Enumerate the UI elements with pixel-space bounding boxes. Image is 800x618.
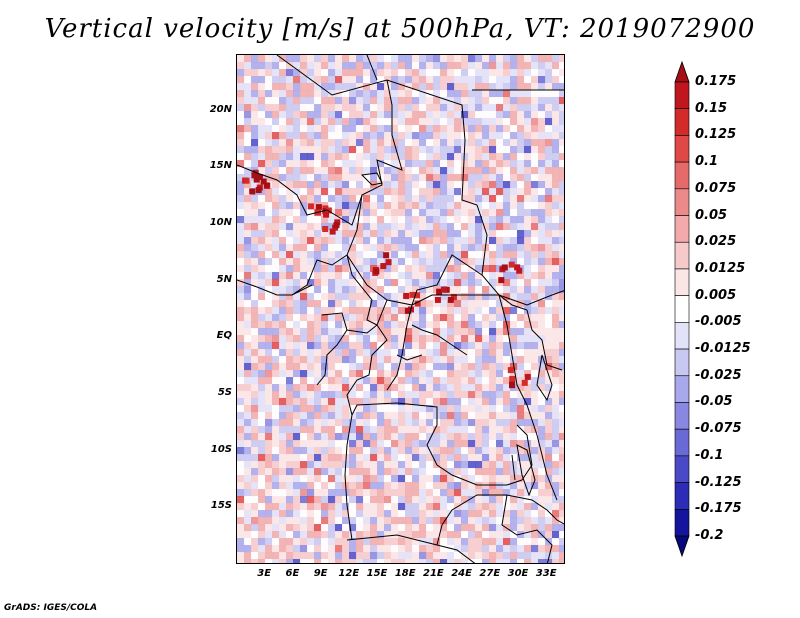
colorbar-level-label: -0.075 <box>695 421 742 437</box>
colorbar-swatch <box>674 402 690 430</box>
vertical-velocity-map <box>236 54 565 564</box>
colorbar-level-label: -0.2 <box>695 528 724 543</box>
longitude-label: 9E <box>313 568 328 579</box>
longitude-label: 3E <box>257 568 272 579</box>
latitude-label: EQ <box>216 330 232 342</box>
colorbar-swatch <box>674 215 690 243</box>
colorbar-swatch <box>674 161 690 190</box>
colorbar-swatch <box>674 482 690 510</box>
river-line <box>396 354 423 361</box>
lake-outline <box>516 444 536 497</box>
colorbar-swatch <box>674 508 690 537</box>
border-line <box>237 279 313 296</box>
colorbar-level-label: -0.175 <box>695 501 742 517</box>
colorbar-level-label: -0.025 <box>695 367 742 383</box>
colorbar-swatch <box>674 81 690 110</box>
colorbar-level-label: -0.05 <box>695 394 733 410</box>
map-title: Vertical velocity [m/s] at 500hPa, VT: 2… <box>44 14 756 44</box>
colorbar-level-label: 0.0125 <box>695 260 746 276</box>
colorbar-swatch <box>674 322 690 350</box>
border-line <box>498 294 558 501</box>
velocity-field <box>237 55 564 563</box>
longitude-label: 33E <box>535 568 557 579</box>
colorbar-swatch <box>674 295 690 323</box>
border-line <box>411 294 528 311</box>
colorbar-level-label: 0.05 <box>695 207 728 223</box>
colorbar-level-label: 0.075 <box>695 180 737 196</box>
map-field <box>237 55 564 563</box>
colorbar-min-arrow <box>674 535 690 558</box>
colorbar-swatch <box>674 348 690 377</box>
lake-outline <box>536 354 553 402</box>
colorbar-level-label: -0.005 <box>695 314 742 330</box>
longitude-label: 24E <box>451 568 472 579</box>
longitude-label: 21E <box>423 568 444 579</box>
longitude-label: 27E <box>479 568 501 579</box>
border-line <box>346 254 483 306</box>
latitude-label: 10S <box>210 443 232 455</box>
border-line <box>501 494 553 563</box>
colorbar-level-label: 0.175 <box>695 74 737 89</box>
longitude-label: 12E <box>338 568 360 579</box>
colorbar-swatch <box>674 241 690 270</box>
latitude-label: 10N <box>209 217 232 228</box>
latitude-label: 5N <box>216 273 232 285</box>
colorbar-level-label: 0.15 <box>695 100 728 116</box>
border-line <box>316 329 348 386</box>
border-line <box>237 79 403 226</box>
colorbar-level-label: -0.125 <box>695 474 742 490</box>
colorbar-swatch <box>674 455 690 483</box>
border-line <box>346 254 388 326</box>
colorbar-swatch <box>674 108 690 136</box>
border-line <box>526 309 563 371</box>
border-line <box>351 402 523 486</box>
colorbar-swatch <box>674 268 690 296</box>
lake-outline <box>511 454 516 481</box>
lake-outline <box>360 172 383 186</box>
colorbar-level-label: 0.1 <box>695 154 719 170</box>
latitude-label: 15N <box>209 160 232 172</box>
colorbar-swatch <box>674 375 690 403</box>
country-borders <box>237 55 564 563</box>
border-line <box>346 324 388 416</box>
colorbar-max-arrow <box>674 60 690 83</box>
colorbar-swatch <box>674 188 690 216</box>
longitude-label: 18E <box>394 568 416 579</box>
colorbar-level-label: 0.025 <box>695 234 737 250</box>
longitude-label: 15E <box>366 568 388 579</box>
longitude-label: 6E <box>285 568 300 579</box>
latitude-label: 15S <box>210 500 232 512</box>
river-line <box>411 324 468 356</box>
border-line <box>386 304 413 391</box>
colorbar-swatch <box>674 428 690 457</box>
longitude-label: 30E <box>507 568 529 579</box>
colorbar-level-label: -0.0125 <box>695 341 751 357</box>
latitude-label: 5S <box>217 387 232 398</box>
colorbar-swatch <box>674 135 690 163</box>
border-line <box>344 414 353 541</box>
colorbar-level-label: 0.005 <box>695 287 737 303</box>
footer-credit: GrADS: IGES/COLA <box>4 603 98 613</box>
colorbar-level-label: -0.1 <box>695 447 724 463</box>
border-line <box>516 424 533 481</box>
latitude-label: 20N <box>209 103 232 115</box>
border-line <box>291 194 363 296</box>
border-line <box>366 55 378 81</box>
colorbar-level-label: 0.125 <box>695 127 737 143</box>
